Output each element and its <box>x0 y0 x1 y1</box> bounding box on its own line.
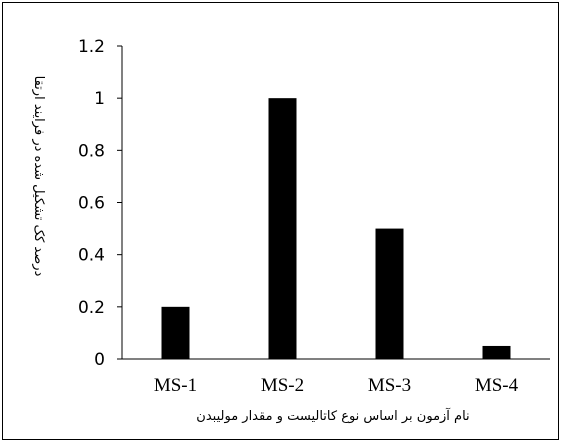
x-tick-label: MS-2 <box>261 375 304 396</box>
tick-labels: 0 0.2 0.4 0.6 0.8 1 1.2 MS-1 MS-2 MS-3 MS-4 <box>78 37 519 396</box>
x-axis-title: نام آزمون بر اساس نوع کاتالیست و مقدار م… <box>196 407 469 424</box>
y-tick-label: 1 <box>94 89 105 109</box>
x-tick-label: MS-1 <box>154 375 197 396</box>
x-tick-label: MS-3 <box>368 375 411 396</box>
y-tick-label: 0.4 <box>78 246 105 266</box>
y-tick-label: 0 <box>94 350 105 370</box>
bar-ms-4 <box>482 345 511 359</box>
y-axis <box>117 45 123 360</box>
bar-ms-2 <box>268 98 297 360</box>
bar-ms-1 <box>161 306 190 359</box>
bar-series <box>161 98 511 360</box>
bar-ms-3 <box>375 228 404 359</box>
y-axis-title: درصد کک تشکیل شده در فرایند ارتقا <box>31 76 46 277</box>
y-tick-label: 1.2 <box>78 37 105 57</box>
y-tick-label: 0.8 <box>78 141 105 161</box>
y-tick-label: 0.6 <box>78 194 105 214</box>
y-tick-label: 0.2 <box>78 298 105 318</box>
x-tick-label: MS-4 <box>475 375 519 396</box>
